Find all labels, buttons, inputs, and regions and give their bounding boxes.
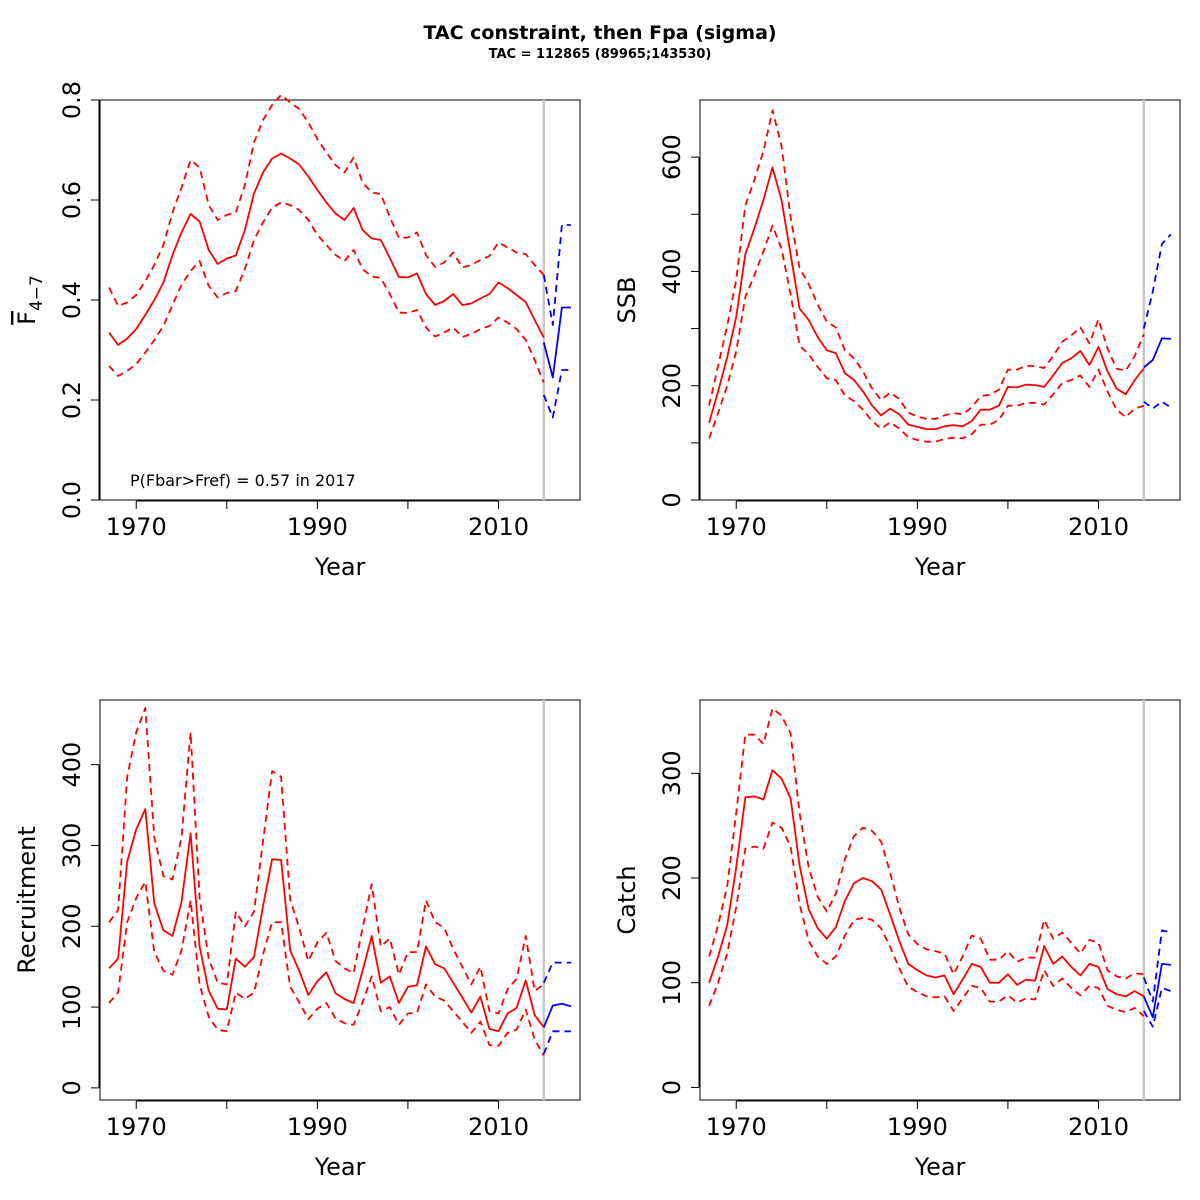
y-tick-label: 200: [658, 855, 686, 901]
series-line-estimate: [708, 166, 1145, 431]
y-tick-label: 100: [58, 984, 86, 1030]
series-line-projection: [1142, 963, 1171, 1019]
series-line-projection-lower: [1143, 400, 1172, 410]
y-tick-label: 200: [658, 363, 686, 409]
y-tick-label: 300: [658, 750, 686, 796]
series-line-upper: [708, 109, 1145, 420]
chart-subtitle: TAC = 112865 (89965;143530): [488, 47, 712, 62]
y-axis-label-subscript: 4−7: [27, 275, 47, 311]
plot-frame: [99, 699, 581, 1101]
y-axis-label-main: SSB: [613, 277, 641, 324]
x-axis-label: Year: [914, 553, 966, 581]
y-axis-label: Recruitment: [13, 826, 41, 973]
series-line-projection-lower: [542, 1030, 571, 1055]
plot-frame: [699, 699, 1181, 1101]
y-tick-label: 400: [658, 249, 686, 295]
series-line-estimate: [708, 769, 1145, 998]
y-tick-label: 300: [58, 823, 86, 869]
x-tick-label: 1970: [106, 1113, 167, 1141]
series-line-projection: [542, 1002, 572, 1028]
y-tick-label: 0: [58, 1080, 86, 1095]
x-tick-label: 1970: [706, 513, 767, 541]
series-line-lower: [108, 201, 545, 383]
y-tick-label: 0.4: [58, 281, 86, 319]
series-line-projection-upper: [1142, 233, 1172, 329]
y-tick-label: 0.2: [58, 381, 86, 419]
y-tick-label: 600: [658, 134, 686, 180]
x-tick-label: 2010: [1068, 513, 1129, 541]
y-tick-label: 100: [658, 960, 686, 1006]
y-axis-label-main: F: [13, 311, 41, 325]
series-line-estimate: [108, 152, 545, 346]
x-tick-label: 1990: [287, 513, 348, 541]
x-tick-label: 1970: [106, 513, 167, 541]
x-axis-label: Year: [314, 553, 366, 581]
chart-title: TAC constraint, then Fpa (sigma): [423, 22, 777, 44]
series-line-lower: [708, 821, 1145, 1017]
y-tick-label: 0.8: [58, 81, 86, 119]
y-tick-label: 200: [58, 903, 86, 949]
series-line-lower: [108, 880, 545, 1057]
series-line-projection-lower: [1143, 987, 1172, 1028]
x-tick-label: 1970: [706, 1113, 767, 1141]
series-line-upper: [108, 707, 545, 1015]
series-line-projection-upper: [1142, 929, 1172, 1003]
y-axis-label-main: Recruitment: [13, 826, 41, 973]
series-line-upper: [708, 707, 1144, 980]
series-line-projection-upper: [542, 961, 571, 984]
series-line-projection-lower: [542, 369, 571, 419]
y-tick-label: 0: [658, 1080, 686, 1095]
y-axis-label: SSB: [613, 277, 641, 324]
x-tick-label: 1990: [287, 1113, 348, 1141]
x-tick-label: 1990: [887, 513, 948, 541]
plot-frame: [699, 99, 1181, 501]
y-axis-label: Catch: [613, 865, 641, 934]
y-tick-label: 0.6: [58, 181, 86, 219]
series-line-lower: [708, 224, 1145, 443]
x-axis-label: Year: [314, 1153, 366, 1181]
plot-frame: [99, 99, 581, 501]
y-tick-label: 0.0: [58, 481, 86, 519]
x-tick-label: 1990: [887, 1113, 948, 1141]
x-tick-label: 2010: [468, 1113, 529, 1141]
annotation-text: P(Fbar>Fref) = 0.57 in 2017: [130, 471, 356, 490]
x-tick-label: 2010: [468, 513, 529, 541]
series-line-projection-upper: [542, 224, 571, 326]
series-line-projection: [542, 306, 571, 379]
series-line-projection: [1143, 337, 1171, 369]
series-line-upper: [108, 94, 545, 307]
y-tick-label: 400: [58, 742, 86, 788]
series-line-estimate: [108, 808, 545, 1033]
y-tick-label: 0: [658, 492, 686, 507]
y-axis-label: F4−7: [13, 275, 47, 325]
y-axis-label-main: Catch: [613, 865, 641, 934]
x-tick-label: 2010: [1068, 1113, 1129, 1141]
x-axis-label: Year: [914, 1153, 966, 1181]
